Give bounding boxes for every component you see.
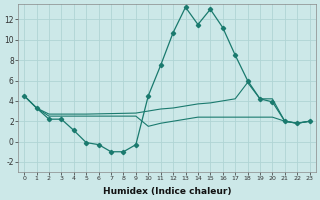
X-axis label: Humidex (Indice chaleur): Humidex (Indice chaleur) <box>103 187 231 196</box>
